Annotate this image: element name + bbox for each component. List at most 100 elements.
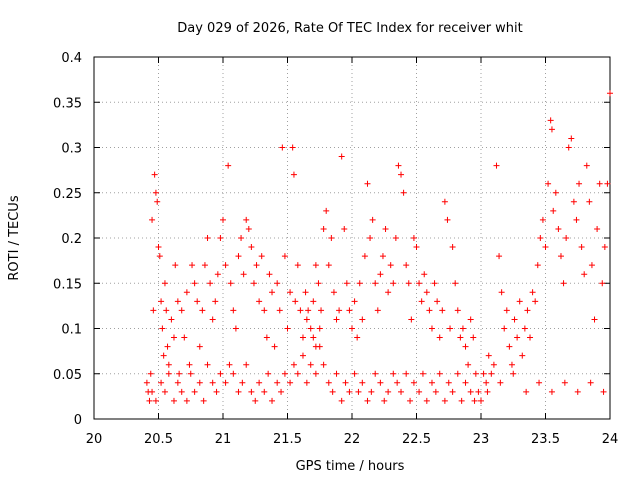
- data-point: [510, 370, 517, 377]
- data-point: [265, 370, 272, 377]
- data-point: [405, 280, 412, 287]
- data-point: [152, 189, 159, 196]
- data-point: [294, 370, 301, 377]
- y-tick-label: 0: [74, 413, 82, 428]
- data-point: [325, 379, 332, 386]
- data-point: [312, 262, 319, 269]
- data-point: [426, 307, 433, 314]
- data-point: [328, 235, 335, 241]
- data-point: [421, 271, 428, 278]
- data-point: [472, 370, 479, 377]
- data-point: [191, 388, 198, 395]
- data-point: [346, 388, 353, 395]
- data-point: [196, 343, 203, 350]
- data-point: [527, 334, 534, 341]
- data-point: [555, 225, 562, 232]
- data-point: [149, 216, 156, 223]
- data-point: [305, 307, 312, 314]
- data-point: [532, 298, 539, 305]
- data-point: [467, 316, 474, 323]
- data-point: [258, 253, 265, 260]
- data-point: [222, 379, 229, 386]
- data-point: [506, 343, 513, 350]
- data-point: [503, 307, 510, 314]
- data-point: [154, 198, 161, 205]
- data-point: [284, 325, 291, 332]
- data-point: [403, 262, 410, 269]
- data-point: [436, 370, 443, 377]
- data-point: [168, 316, 175, 323]
- data-point: [209, 379, 216, 386]
- data-point: [235, 253, 242, 260]
- data-point: [174, 298, 181, 305]
- data-point: [511, 316, 518, 323]
- y-tick-label: 0.25: [53, 187, 82, 202]
- data-point: [394, 379, 401, 386]
- data-point: [204, 235, 211, 241]
- data-point: [367, 235, 374, 241]
- data-point: [523, 388, 530, 395]
- data-point: [498, 289, 505, 296]
- data-point: [256, 298, 263, 305]
- data-point: [423, 397, 430, 404]
- data-point: [250, 280, 257, 287]
- data-point: [161, 388, 168, 395]
- data-point: [407, 397, 414, 404]
- data-point: [248, 244, 255, 251]
- data-point: [290, 171, 297, 178]
- data-point: [351, 370, 358, 377]
- x-tick-label: 23: [473, 432, 490, 447]
- data-point: [307, 361, 314, 368]
- data-point: [496, 253, 503, 260]
- data-point: [176, 370, 183, 377]
- data-point: [470, 334, 477, 341]
- data-point: [423, 289, 430, 296]
- data-point: [302, 289, 309, 296]
- data-point: [310, 298, 317, 305]
- data-point: [519, 352, 526, 359]
- data-point: [356, 280, 363, 287]
- data-point: [459, 325, 466, 332]
- data-point: [338, 397, 345, 404]
- data-point: [158, 298, 165, 305]
- data-point: [155, 244, 162, 251]
- data-point: [441, 198, 448, 205]
- axis-ticks: [93, 56, 611, 420]
- x-tick-label: 24: [602, 432, 619, 447]
- data-point: [256, 379, 263, 386]
- data-point: [330, 289, 337, 296]
- x-tick-label: 22.5: [402, 432, 431, 447]
- data-point: [183, 289, 190, 296]
- data-point: [381, 397, 388, 404]
- y-tick-label: 0.05: [53, 368, 82, 383]
- data-point: [261, 307, 268, 314]
- data-point: [297, 307, 304, 314]
- y-tick-label: 0.4: [61, 51, 82, 66]
- data-point: [542, 244, 549, 251]
- data-point: [550, 207, 557, 214]
- data-point: [181, 334, 188, 341]
- data-point: [158, 379, 165, 386]
- data-point: [452, 280, 459, 287]
- data-point: [222, 262, 229, 269]
- data-point: [565, 144, 572, 151]
- data-point: [269, 397, 276, 404]
- data-point: [418, 298, 425, 305]
- data-point: [462, 343, 469, 350]
- data-point: [146, 397, 153, 404]
- data-point: [201, 262, 208, 269]
- data-point: [364, 397, 371, 404]
- data-point: [604, 180, 611, 187]
- data-point: [212, 298, 219, 305]
- data-point: [465, 361, 472, 368]
- data-point: [355, 388, 362, 395]
- data-point: [346, 307, 353, 314]
- data-point: [359, 379, 366, 386]
- data-point: [493, 162, 500, 169]
- data-point: [217, 235, 224, 241]
- data-point: [441, 397, 448, 404]
- data-point: [170, 397, 177, 404]
- data-point: [501, 325, 508, 332]
- data-point: [164, 343, 171, 350]
- data-point: [385, 289, 392, 296]
